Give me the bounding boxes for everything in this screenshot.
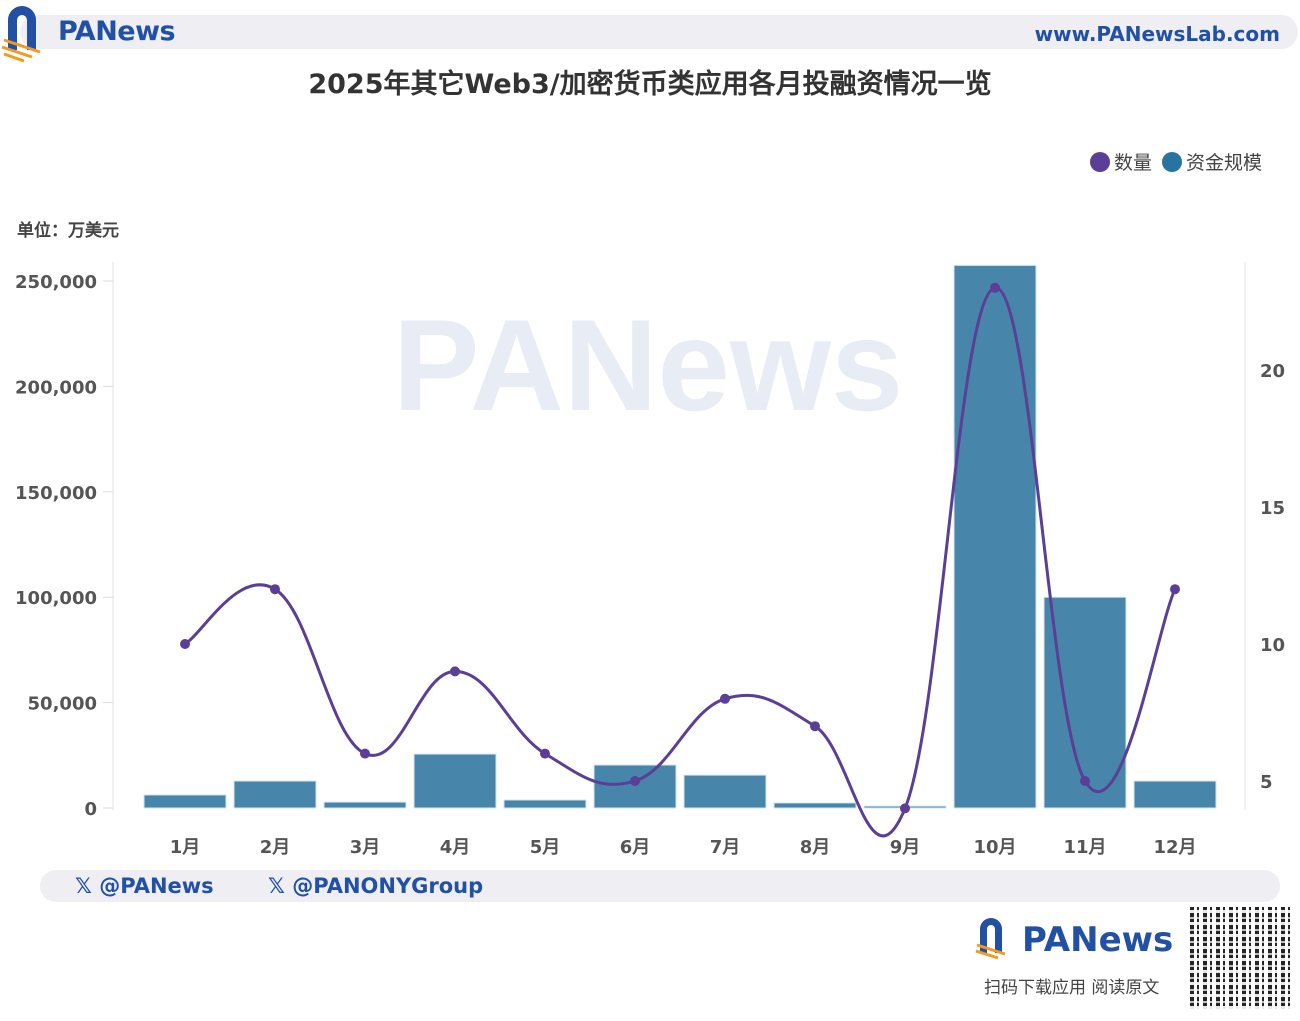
left-tick-label: 250,000 xyxy=(15,272,97,293)
right-tick-label: 20 xyxy=(1260,361,1285,382)
unit-label: 单位：万美元 xyxy=(17,221,119,241)
header-bar xyxy=(20,15,1298,49)
bar xyxy=(503,799,587,809)
left-tick-label: 200,000 xyxy=(15,377,97,398)
bar xyxy=(323,801,407,809)
x-handle-panonygroup[interactable]: 𝕏 @PANONYGroup xyxy=(268,874,484,898)
x-tick-label: 9月 xyxy=(890,837,921,858)
count-point xyxy=(540,748,550,759)
footer-logo-icon xyxy=(975,918,1006,960)
legend-item-count[interactable]: 数量 xyxy=(1089,148,1152,175)
x-tick-label: 11月 xyxy=(1063,837,1106,858)
bar xyxy=(683,774,767,809)
x-tick-label: 5月 xyxy=(530,837,561,858)
count-point xyxy=(270,584,280,595)
x-tick-label: 6月 xyxy=(620,837,651,858)
legend: 数量 资金规模 xyxy=(1089,148,1262,175)
x-tick-label: 3月 xyxy=(350,837,381,858)
bar xyxy=(773,802,857,809)
chart-title: 2025年其它Web3/加密货币类应用各月投融资情况一览 xyxy=(308,69,992,100)
bar xyxy=(1043,596,1127,809)
count-point xyxy=(360,748,370,759)
x-tick-label: 7月 xyxy=(710,837,741,858)
bar xyxy=(1133,780,1217,809)
left-tick-label: 100,000 xyxy=(15,588,97,609)
left-tick-label: 50,000 xyxy=(28,694,97,715)
left-tick-label: 0 xyxy=(84,799,97,820)
x-tick-label: 1月 xyxy=(170,837,201,858)
legend-swatch xyxy=(1161,151,1182,172)
bar xyxy=(233,780,317,809)
count-point xyxy=(180,639,190,649)
bar xyxy=(143,794,227,809)
legend-item-amount[interactable]: 资金规模 xyxy=(1161,148,1262,175)
count-point xyxy=(1080,776,1090,786)
bar xyxy=(593,764,677,809)
right-tick-label: 15 xyxy=(1260,498,1285,519)
x-tick-label: 4月 xyxy=(440,837,471,858)
count-point xyxy=(1170,584,1180,595)
panews-logo-icon xyxy=(1,6,41,63)
watermark: PANews xyxy=(393,292,904,438)
footer-subtitle: 扫码下载应用 阅读原文 xyxy=(984,978,1160,998)
left-tick-label: 150,000 xyxy=(15,483,97,504)
x-tick-label: 2月 xyxy=(260,837,291,858)
x-tick-label: 12月 xyxy=(1153,837,1196,858)
site-url[interactable]: www.PANewsLab.com xyxy=(1034,22,1280,46)
count-point xyxy=(900,803,910,814)
right-tick-label: 5 xyxy=(1260,772,1273,793)
right-tick-label: 10 xyxy=(1260,635,1285,656)
bar xyxy=(413,753,497,809)
x-tick-label: 10月 xyxy=(973,837,1016,858)
bar xyxy=(953,264,1037,809)
count-point xyxy=(720,693,730,704)
brand-name: PANews xyxy=(58,16,176,47)
count-point xyxy=(450,666,460,677)
count-point xyxy=(810,721,820,732)
x-handle-panews[interactable]: 𝕏 @PANews xyxy=(75,874,214,898)
qr-code[interactable] xyxy=(1190,907,1292,1009)
x-tick-label: 8月 xyxy=(800,837,831,858)
count-point xyxy=(990,282,1000,293)
footer-bar xyxy=(40,870,1280,902)
legend-swatch xyxy=(1089,151,1110,172)
count-point xyxy=(630,776,640,786)
footer-brand: PANews xyxy=(1022,920,1174,960)
